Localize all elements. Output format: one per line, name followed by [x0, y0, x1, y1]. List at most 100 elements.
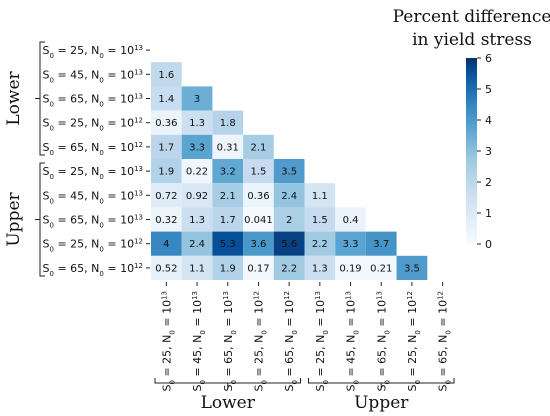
heatmap-cell — [212, 134, 244, 159]
heatmap-cell-label: 1.4 — [158, 94, 174, 105]
colorbar-tick-label: 5 — [485, 83, 492, 96]
column-tick-label: S0 = 65, N0 = 1012 — [283, 291, 299, 392]
heatmap-cell-label: 3.5 — [404, 263, 420, 274]
heatmap-cell-label: 3.6 — [250, 239, 266, 250]
heatmap-cell-label: 1.7 — [220, 215, 236, 226]
heatmap-cell-label: 3.3 — [343, 239, 359, 250]
heatmap-cell — [151, 134, 182, 159]
heatmap-cell — [181, 207, 213, 232]
heatmap-cell — [181, 134, 213, 159]
column-tick-label: S0 = 45, N0 = 1013 — [191, 291, 207, 392]
column-tick-label: S0 = 65, N0 = 1013 — [222, 291, 238, 392]
heatmap-cell — [151, 255, 182, 280]
heatmap-cell — [151, 183, 182, 208]
heatmap-cell — [273, 159, 305, 184]
heatmap-cell — [365, 255, 397, 280]
column-tick-label: S0 = 25, N0 = 1012 — [406, 291, 422, 392]
column-group-bracket — [154, 378, 301, 388]
heatmap-cell-label: 2.1 — [220, 191, 236, 202]
heatmap-cell-label: 0.72 — [155, 191, 177, 202]
heatmap-cell-label: 1.1 — [312, 191, 328, 202]
colorbar-tick-label: 6 — [485, 52, 492, 65]
column-tick-label: S0 = 65, N0 = 1012 — [437, 291, 453, 392]
heatmap-cell — [151, 62, 182, 87]
heatmap-cell-label: 3 — [194, 94, 200, 105]
heatmap-cell-label: 5.6 — [281, 239, 297, 250]
heatmap-cell — [151, 207, 182, 232]
heatmap-cell — [151, 159, 182, 184]
column-tick-label: S0 = 25, N0 = 1012 — [252, 291, 268, 392]
heatmap-cell-label: 1.5 — [312, 215, 328, 226]
row-tick-label: S0 = 65, N0 = 1013 — [43, 93, 144, 109]
colorbar-gradient — [466, 58, 477, 244]
row-tick-labels: S0 = 25, N0 = 1013 S0 = 45, N0 = 1013 S0 =… — [43, 44, 150, 278]
heatmap-cell-label: 1.3 — [189, 118, 205, 129]
heatmap-cell-label: 1.5 — [250, 167, 266, 178]
row-tick-label: S0 = 25, N0 = 1013 — [43, 165, 144, 181]
heatmap-cell-label: 5.3 — [220, 239, 236, 250]
row-tick-label: S0 = 25, N0 = 1012 — [43, 117, 144, 133]
heatmap-cell — [304, 231, 336, 256]
heatmap-cell-label: 1.8 — [220, 118, 236, 129]
heatmap-cell — [181, 255, 213, 280]
heatmap-cell — [273, 255, 305, 280]
heatmap-cell — [304, 207, 336, 232]
heatmap-cell-label: 0.36 — [155, 118, 177, 129]
colorbar-tick-label: 2 — [485, 176, 492, 189]
heatmap-cell — [273, 231, 305, 256]
heatmap-cell-label: 2 — [286, 215, 292, 226]
heatmap-cell-label: 2.4 — [281, 191, 297, 202]
colorbar-tick-label: 0 — [485, 238, 492, 251]
heatmap-cell-label: 2.4 — [189, 239, 205, 250]
heatmap-cell — [243, 134, 274, 159]
heatmap-cell-label: 3.3 — [189, 142, 205, 153]
heatmap-cell — [151, 110, 182, 135]
heatmap-cell-label: 2.2 — [281, 263, 297, 274]
heatmap-cell-label: 2.1 — [250, 142, 266, 153]
heatmap-cell — [304, 255, 336, 280]
heatmap-cell — [243, 255, 274, 280]
heatmap-cell — [335, 207, 366, 232]
heatmap-cell-label: 1.9 — [220, 263, 236, 274]
heatmap-cell-label: 3.5 — [281, 167, 297, 178]
heatmap-cell-label: 1.6 — [158, 70, 174, 81]
heatmap-cell-label: 0.041 — [244, 215, 273, 226]
heatmap-cell-label: 2.2 — [312, 239, 328, 250]
heatmap-cell — [181, 231, 213, 256]
heatmap-cell-label: 1.9 — [158, 167, 174, 178]
heatmap-cell — [243, 207, 274, 232]
heatmap-cell-label: 0.36 — [247, 191, 269, 202]
group-brackets: Lower Upper Lower Upper — [4, 41, 455, 413]
row-tick-label: S0 = 65, N0 = 1012 — [43, 262, 144, 278]
row-tick-label: S0 = 25, N0 = 1013 — [43, 44, 144, 60]
heatmap-cell-label: 4 — [163, 239, 169, 250]
heatmap-cell-label: 1.7 — [158, 142, 174, 153]
heatmap-cell — [212, 183, 244, 208]
colorbar-title-line-1: Percent difference — [393, 7, 550, 27]
heatmap-cell — [335, 255, 366, 280]
row-tick-label: S0 = 65, N0 = 1013 — [43, 214, 144, 230]
colorbar-tick-label: 4 — [485, 114, 492, 127]
row-group-bracket — [35, 41, 45, 156]
heatmap-cell — [304, 183, 336, 208]
heatmap-cell — [273, 207, 305, 232]
heatmap-cell — [212, 255, 244, 280]
heatmap-cell — [243, 183, 274, 208]
heatmap-cell — [243, 159, 274, 184]
column-tick-label: S0 = 25, N0 = 1013 — [314, 291, 330, 392]
heatmap-cell-label: 0.31 — [217, 142, 239, 153]
heatmap-cell — [396, 255, 428, 280]
column-tick-label: S0 = 65, N0 = 1013 — [375, 291, 391, 392]
heatmap-cell-label: 1.3 — [312, 263, 328, 274]
row-tick-label: S0 = 45, N0 = 1013 — [43, 189, 144, 205]
column-tick-labels: S0 = 25, N0 = 1013 S0 = 45, N0 = 1013 S0 =… — [160, 282, 453, 392]
heatmap-cell — [212, 110, 244, 135]
heatmap-cell — [151, 86, 182, 111]
heatmap-cell-label: 0.22 — [186, 167, 208, 178]
row-group-label: Lower — [4, 70, 24, 125]
heatmap-cell — [181, 110, 213, 135]
heatmap-cell — [181, 86, 213, 111]
heatmap-cell — [273, 183, 305, 208]
heatmap-cell — [335, 231, 366, 256]
row-group-label: Upper — [4, 191, 24, 246]
